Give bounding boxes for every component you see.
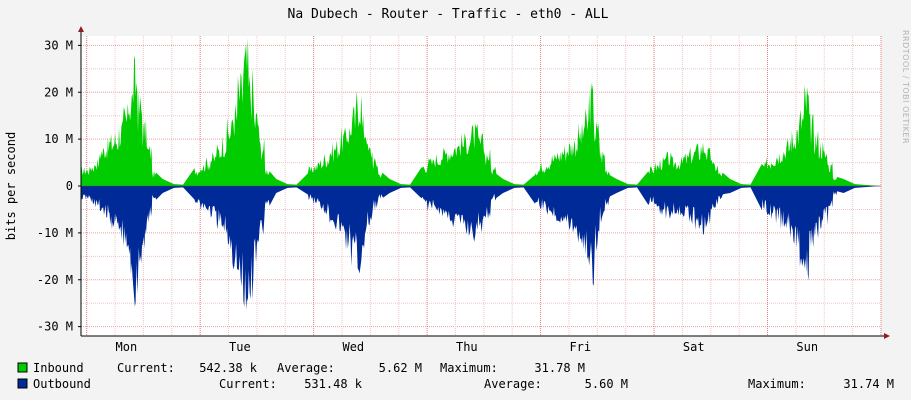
legend-maximum-label-inbound: Maximum: (440, 361, 498, 375)
x-tick-labels: Mon Tue Wed Thu Fri Sat Sun (116, 340, 819, 354)
x-tick-label: Sat (683, 340, 705, 354)
legend-maximum-value-inbound: 31.78 M (534, 361, 585, 375)
x-tick-label: Sun (796, 340, 818, 354)
x-tick-label: Mon (116, 340, 138, 354)
area-inbound (81, 37, 881, 186)
y-tick-label: 10 M (44, 132, 73, 146)
x-tick-label: Thu (456, 340, 478, 354)
legend-name-inbound: Inbound (33, 361, 84, 375)
data-areas (81, 37, 881, 310)
y-axis-arrow (78, 26, 84, 32)
chart-title: Na Dubech - Router - Traffic - eth0 - AL… (288, 7, 609, 22)
grid-lines (81, 36, 882, 336)
legend-current-label-outbound: Current: (219, 377, 277, 391)
legend-current-label-inbound: Current: (117, 361, 175, 375)
legend-average-value-outbound: 5.60 M (585, 377, 628, 391)
y-tick-labels: 30 M 20 M 10 M 0 -10 M -20 M -30 M (37, 38, 81, 334)
legend-average-label-inbound: Average: (277, 361, 335, 375)
legend-average-value-inbound: 5.62 M (379, 361, 422, 375)
legend-swatch-inbound (17, 362, 28, 373)
legend-name-outbound: Outbound (33, 377, 91, 391)
y-tick-label: -30 M (37, 320, 73, 334)
area-outbound (81, 186, 881, 310)
y-tick-label: -10 M (37, 226, 73, 240)
y-tick-label: -20 M (37, 273, 73, 287)
legend-maximum-label-outbound: Maximum: (748, 377, 806, 391)
y-tick-label: 0 (66, 179, 73, 193)
legend-maximum-value-outbound: 31.74 M (843, 377, 894, 391)
legend: Inbound Current: 542.38 k Average: 5.62 … (17, 361, 894, 391)
legend-current-value-outbound: 531.48 k (304, 377, 363, 391)
rrdtool-watermark: RRDTOOL / TOBI OETIKER (901, 30, 910, 144)
y-tick-label: 30 M (44, 38, 73, 52)
legend-average-label-outbound: Average: (484, 377, 542, 391)
y-tick-label: 20 M (44, 85, 73, 99)
legend-current-value-inbound: 542.38 k (199, 361, 258, 375)
x-tick-label: Tue (229, 340, 251, 354)
legend-swatch-outbound (17, 378, 28, 389)
x-tick-label: Wed (342, 340, 364, 354)
x-axis-arrow (884, 333, 890, 339)
axes (78, 26, 890, 339)
y-axis-label: bits per second (4, 132, 18, 240)
x-tick-label: Fri (569, 340, 591, 354)
